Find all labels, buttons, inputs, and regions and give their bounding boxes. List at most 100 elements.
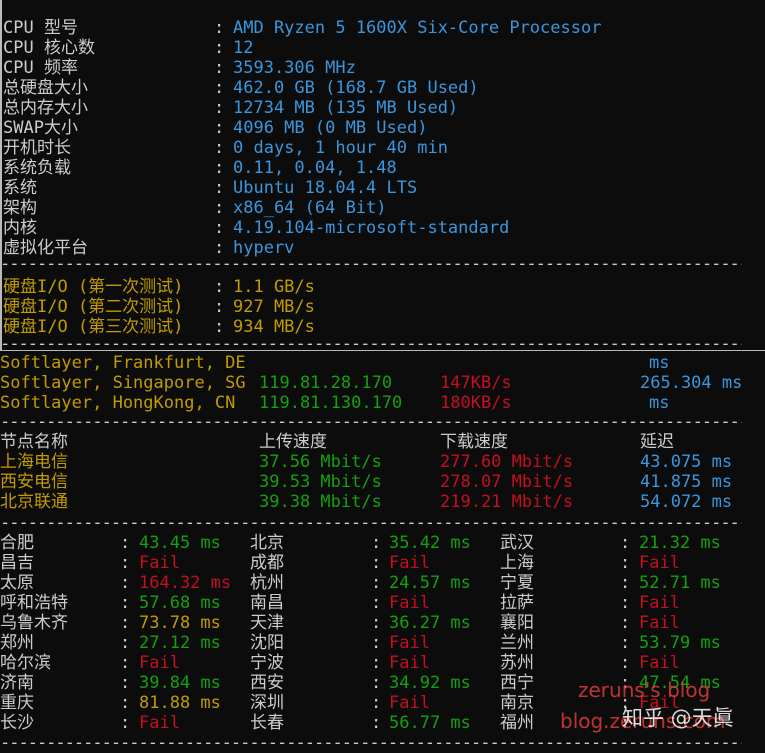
speed-header-download: 下载速度 — [440, 432, 508, 452]
ping-city: 乌鲁木齐 — [0, 613, 68, 633]
ping-colon: : — [120, 713, 131, 733]
ping-value: 39.84 ms — [139, 673, 221, 693]
ping-colon: : — [120, 533, 131, 553]
ping-colon: : — [371, 693, 382, 713]
softlayer-node: Softlayer, HongKong, CN — [0, 393, 236, 413]
ping-colon: : — [120, 693, 131, 713]
ping-city: 上海 — [500, 553, 534, 573]
info-label: SWAP大小 — [3, 118, 78, 138]
watermark-zhihu: 知乎 @天眞 — [622, 706, 734, 730]
ping-city: 郑州 — [0, 633, 34, 653]
ping-colon: : — [120, 633, 131, 653]
ping-city: 北京 — [250, 533, 284, 553]
info-value: 0 days, 1 hour 40 min — [233, 138, 448, 158]
ping-value: 21.32 ms — [639, 533, 721, 553]
info-value: 0.11, 0.04, 1.48 — [233, 158, 397, 178]
speed-node: 西安电信 — [0, 472, 68, 492]
ping-value: 35.42 ms — [389, 533, 471, 553]
ping-colon: : — [120, 593, 131, 613]
info-colon: : — [214, 98, 225, 118]
info-colon: : — [214, 138, 225, 158]
speed-upload: 39.38 Mbit/s — [259, 492, 382, 512]
disk-io-label: 硬盘I/O (第一次测试) — [3, 277, 184, 297]
ping-value: Fail — [139, 553, 180, 573]
info-value: 12 — [233, 38, 254, 58]
ping-colon: : — [620, 693, 631, 713]
ping-city: 成都 — [250, 553, 284, 573]
ping-value: 81.88 ms — [139, 693, 221, 713]
ping-colon: : — [620, 633, 631, 653]
ping-city: 呼和浩特 — [0, 593, 68, 613]
ping-value: 43.45 ms — [139, 533, 221, 553]
ping-value: 47.54 ms — [639, 673, 721, 693]
top-divider: ----------------------------------------… — [0, 0, 742, 8]
info-label: 开机时长 — [3, 138, 71, 158]
watermark-site-top: zeruns's blog — [578, 678, 711, 702]
ping-value: Fail — [139, 653, 180, 673]
ping-colon: : — [371, 633, 382, 653]
speed-download: 219.21 Mbit/s — [440, 492, 574, 512]
speed-download: 278.07 Mbit/s — [440, 472, 574, 492]
ping-city: 西宁 — [500, 673, 534, 693]
ping-value: 56.77 ms — [389, 713, 471, 733]
speed-latency: 54.072 ms — [640, 492, 733, 512]
info-label: 系统 — [3, 178, 37, 198]
ping-colon: : — [371, 593, 382, 613]
ping-colon: : — [371, 533, 382, 553]
ping-colon: : — [371, 553, 382, 573]
disk-io-label: 硬盘I/O (第二次测试) — [3, 297, 184, 317]
info-label: 架构 — [3, 198, 37, 218]
speed-upload: 39.53 Mbit/s — [259, 472, 382, 492]
divider-4: ----------------------------------------… — [0, 513, 742, 533]
info-colon: : — [214, 158, 225, 178]
ping-colon: : — [371, 613, 382, 633]
info-value: 462.0 GB (168.7 GB Used) — [233, 78, 479, 98]
ping-value: 57.68 ms — [139, 593, 221, 613]
softlayer-latency: ms — [649, 353, 670, 373]
softlayer-ip: 119.81.28.170 — [259, 373, 393, 393]
softlayer-latency: ms — [649, 393, 670, 413]
info-label: CPU 核心数 — [3, 38, 95, 58]
ping-colon: : — [120, 653, 131, 673]
info-colon: : — [214, 178, 225, 198]
speed-node: 上海电信 — [0, 452, 68, 472]
softlayer-node: Softlayer, Frankfurt, DE — [0, 353, 246, 373]
softlayer-speed: 180KB/s — [440, 393, 512, 413]
left-border — [0, 0, 2, 350]
ping-city: 昌吉 — [0, 553, 34, 573]
info-colon: : — [214, 218, 225, 238]
ping-value: Fail — [639, 593, 680, 613]
ping-city: 苏州 — [500, 653, 534, 673]
ping-city: 南昌 — [250, 593, 284, 613]
disk-io-value: 927 MB/s — [233, 297, 315, 317]
disk-io-label: 硬盘I/O (第三次测试) — [3, 317, 184, 337]
ping-city: 南京 — [500, 693, 534, 713]
ping-city: 兰州 — [500, 633, 534, 653]
info-value: hyperv — [233, 238, 295, 258]
disk-io-value: 1.1 GB/s — [233, 277, 315, 297]
watermark-site-bottom: blog.zeruns.com — [560, 709, 726, 733]
speed-latency: 41.875 ms — [640, 472, 733, 492]
ping-value: Fail — [389, 653, 430, 673]
ping-city: 长沙 — [0, 713, 34, 733]
ping-value: 164.32 ms — [139, 573, 232, 593]
speed-download: 277.60 Mbit/s — [440, 452, 574, 472]
info-colon: : — [214, 38, 225, 58]
disk-io-value: 934 MB/s — [233, 317, 315, 337]
info-value: AMD Ryzen 5 1600X Six-Core Processor — [233, 18, 602, 38]
ping-value: 53.79 ms — [639, 633, 721, 653]
softlayer-node: Softlayer, Singapore, SG — [0, 373, 246, 393]
ping-colon: : — [620, 673, 631, 693]
ping-city: 哈尔滨 — [0, 653, 51, 673]
ping-value: 52.71 ms — [639, 573, 721, 593]
ping-city: 重庆 — [0, 693, 34, 713]
info-label: 虚拟化平台 — [3, 238, 88, 258]
disk-io-colon: : — [214, 277, 225, 297]
ping-colon: : — [620, 593, 631, 613]
ping-value: Fail — [389, 593, 430, 613]
divider-3: ----------------------------------------… — [0, 412, 742, 432]
info-label: CPU 型号 — [3, 18, 78, 38]
ping-colon: : — [620, 573, 631, 593]
ping-value: 36.27 ms — [389, 613, 471, 633]
ping-value: Fail — [639, 653, 680, 673]
